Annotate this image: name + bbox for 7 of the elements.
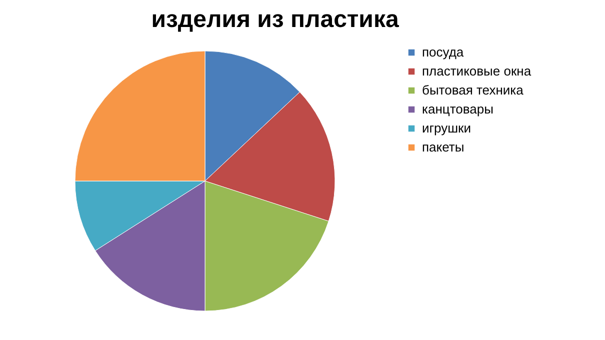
legend-label: канцтовары xyxy=(422,102,494,116)
legend-label: посуда xyxy=(422,44,464,60)
legend-label: пакеты xyxy=(422,140,464,154)
legend-label: игрушки xyxy=(422,120,471,136)
legend-label: пластиковые окна xyxy=(422,64,532,78)
legend-label: бытовая техника xyxy=(422,82,524,98)
chart-title: изделия из пластика xyxy=(151,6,400,33)
